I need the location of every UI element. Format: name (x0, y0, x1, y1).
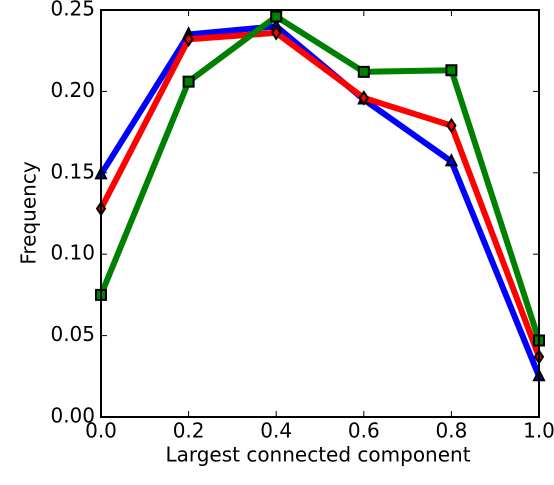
x-tick-label: 0.6 (348, 419, 380, 443)
y-tick-label: 0.10 (50, 241, 95, 265)
x-tick-label: 0.2 (173, 419, 205, 443)
x-axis-title: Largest connected component (165, 443, 470, 467)
x-tick-label: 0.4 (260, 419, 292, 443)
marker (358, 90, 370, 106)
y-tick-label: 0.25 (50, 0, 95, 21)
marker (446, 117, 457, 134)
y-axis-title: Frequency (17, 161, 41, 264)
series-line (98, 12, 542, 342)
x-tick-label: 0.8 (435, 419, 467, 443)
marker (445, 64, 458, 77)
marker (444, 153, 459, 167)
y-tick-label: 0.20 (50, 78, 95, 102)
series-line (98, 29, 542, 358)
y-tick-label: 0.05 (50, 322, 95, 346)
marker (270, 10, 283, 23)
marker (270, 24, 282, 41)
y-tick-label: 0.15 (50, 159, 95, 183)
marker (182, 75, 195, 88)
marker (357, 65, 370, 78)
x-tick-label: 0.0 (85, 419, 117, 443)
x-tick-label: 1.0 (523, 419, 554, 443)
marker (183, 31, 194, 48)
y-tick-label: 0.00 (50, 404, 95, 428)
plot-frame (100, 9, 540, 418)
